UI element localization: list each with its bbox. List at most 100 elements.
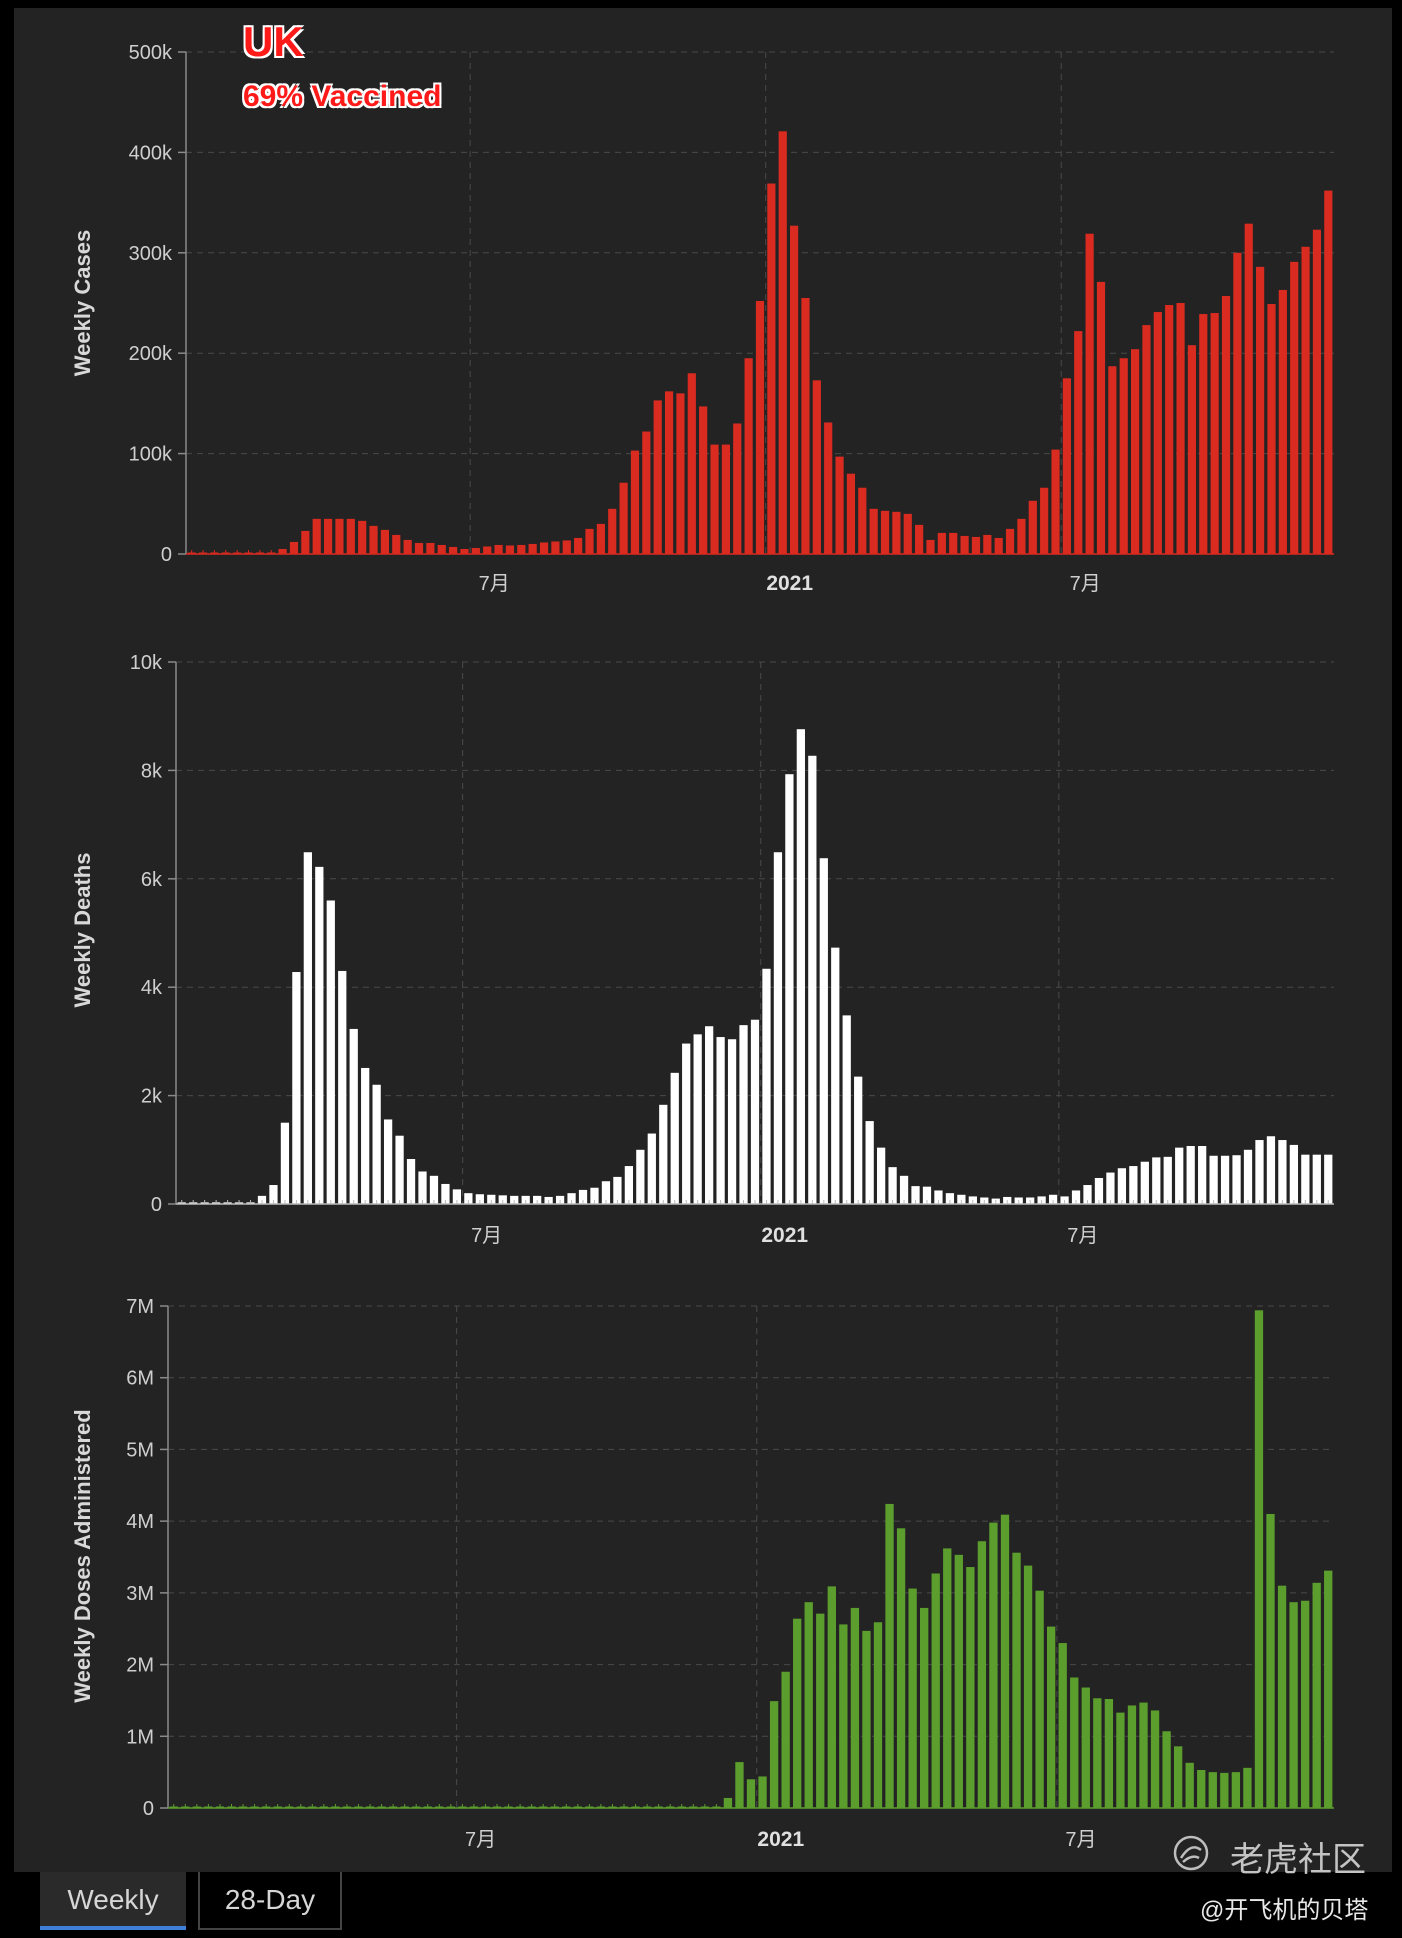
bar bbox=[392, 534, 401, 554]
bar bbox=[858, 487, 867, 554]
y-tick-label: 10k bbox=[130, 652, 163, 674]
y-tick-label: 4k bbox=[141, 977, 163, 999]
bar bbox=[1130, 349, 1140, 554]
bar bbox=[966, 1567, 975, 1808]
bar bbox=[1162, 1731, 1171, 1808]
bar bbox=[429, 1175, 439, 1204]
y-tick-label: 0 bbox=[143, 1798, 154, 1820]
country-title: UK bbox=[243, 18, 304, 65]
bar bbox=[1106, 1172, 1115, 1204]
bar bbox=[911, 1186, 920, 1204]
bar bbox=[1116, 1712, 1125, 1808]
bar bbox=[1094, 1177, 1104, 1204]
x-tick-label: 7月 bbox=[479, 573, 510, 595]
bar bbox=[1186, 1146, 1195, 1204]
bar bbox=[346, 518, 355, 554]
bar bbox=[464, 1193, 473, 1204]
bar bbox=[758, 1776, 767, 1808]
bar bbox=[659, 1104, 668, 1204]
y-tick-label: 500k bbox=[129, 42, 173, 64]
bar bbox=[1187, 345, 1197, 554]
bar bbox=[983, 534, 992, 554]
bar bbox=[1199, 314, 1208, 554]
bar bbox=[1070, 1677, 1079, 1808]
bar bbox=[735, 1762, 744, 1808]
bar bbox=[1093, 1698, 1102, 1808]
bar bbox=[372, 1084, 381, 1204]
y-tick-label: 4M bbox=[126, 1511, 154, 1533]
bar bbox=[578, 1189, 588, 1204]
bar bbox=[567, 1193, 576, 1204]
bar bbox=[945, 1193, 955, 1204]
weekly-cases-chart: 0 100k 200k 300k 400k 500k 7月 2021 7月 Weekly Case… bbox=[70, 42, 1334, 595]
bar bbox=[1232, 1155, 1241, 1204]
bar bbox=[1210, 313, 1219, 554]
bar bbox=[498, 1195, 507, 1204]
bar bbox=[960, 535, 969, 554]
bar bbox=[723, 1797, 733, 1808]
bar bbox=[1035, 1590, 1044, 1808]
bar bbox=[406, 1159, 416, 1204]
author-handle: @开飞机的贝塔 bbox=[1200, 1897, 1369, 1924]
bar bbox=[487, 1194, 496, 1204]
bar bbox=[989, 1522, 998, 1808]
bar bbox=[781, 1671, 790, 1808]
weekly-deaths-chart: 0 2k 4k 6k 8k 10k 7月 2021 7月 Weekly Deaths bbox=[70, 652, 1334, 1247]
bar bbox=[1142, 325, 1151, 554]
bar bbox=[590, 1187, 599, 1204]
bar bbox=[846, 473, 856, 554]
tab-weekly[interactable]: Weekly bbox=[40, 1872, 186, 1930]
bar bbox=[494, 544, 503, 554]
bar bbox=[790, 225, 799, 554]
y-tick-label: 5M bbox=[126, 1439, 154, 1461]
watermark-text: 老虎社区 bbox=[1230, 1841, 1366, 1879]
bar bbox=[931, 1573, 940, 1808]
bar bbox=[1220, 1772, 1229, 1808]
bar bbox=[1301, 1154, 1310, 1204]
bar bbox=[880, 510, 890, 554]
bar bbox=[1266, 1513, 1275, 1808]
bar bbox=[475, 1194, 484, 1204]
bar bbox=[1176, 303, 1185, 554]
bar bbox=[1047, 1626, 1056, 1808]
x-tick-label: 2021 bbox=[766, 572, 813, 595]
bar bbox=[349, 1028, 358, 1204]
vaccination-rate: 69% Vaccined bbox=[243, 80, 442, 113]
bar bbox=[831, 947, 840, 1204]
bar bbox=[1152, 1157, 1161, 1204]
bar bbox=[1175, 1147, 1184, 1204]
bar bbox=[303, 852, 312, 1204]
bar bbox=[865, 1121, 874, 1204]
bar bbox=[693, 1034, 702, 1204]
tab-28-day[interactable]: 28-Day bbox=[198, 1872, 342, 1930]
bar bbox=[1108, 366, 1117, 554]
bar bbox=[619, 482, 628, 554]
bar bbox=[636, 1149, 645, 1204]
bar bbox=[977, 1541, 987, 1808]
bar bbox=[1083, 1185, 1092, 1204]
y-tick-label: 7M bbox=[126, 1296, 154, 1318]
bar bbox=[1012, 1552, 1021, 1808]
bar bbox=[1267, 304, 1276, 554]
bar bbox=[888, 1167, 897, 1204]
bar bbox=[1005, 528, 1015, 554]
bar bbox=[812, 380, 821, 554]
bar bbox=[926, 539, 935, 554]
bar bbox=[750, 1019, 760, 1204]
bar bbox=[1301, 246, 1310, 554]
bar bbox=[312, 518, 321, 554]
bar bbox=[869, 508, 878, 554]
bar bbox=[1289, 1602, 1298, 1808]
bar bbox=[1312, 229, 1322, 554]
x-tick-label: 7月 bbox=[1067, 1225, 1098, 1247]
bar bbox=[899, 1175, 909, 1204]
bar bbox=[816, 1613, 825, 1808]
x-tick-label: 7月 bbox=[1070, 573, 1101, 595]
bar bbox=[733, 423, 742, 554]
bar bbox=[653, 400, 662, 554]
bar bbox=[920, 1607, 929, 1808]
x-tick-label: 2021 bbox=[757, 1828, 804, 1851]
bar bbox=[1127, 1705, 1137, 1808]
bar bbox=[335, 518, 344, 554]
